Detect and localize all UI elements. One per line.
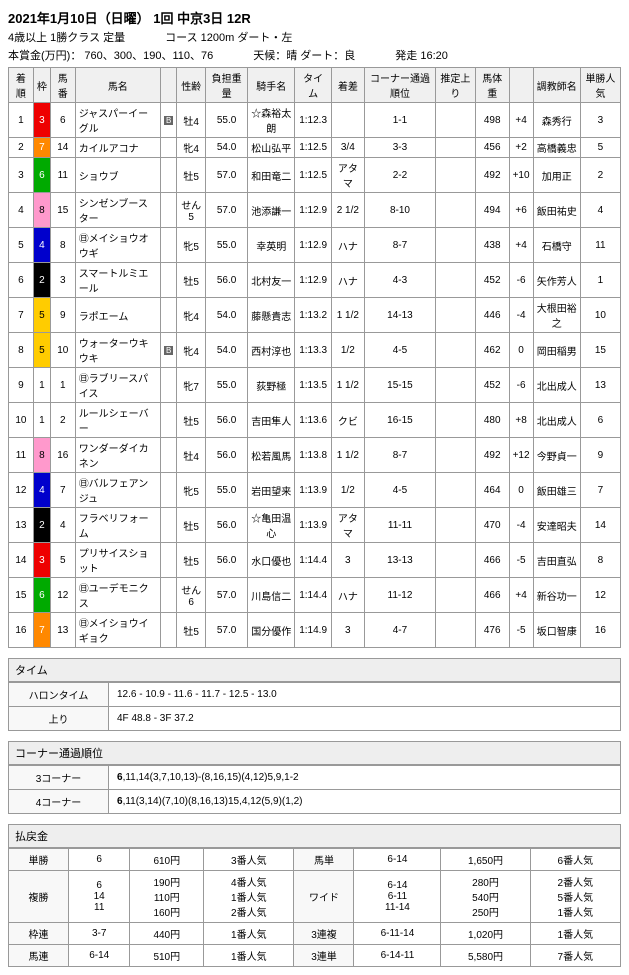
col-header: 着差 bbox=[331, 68, 364, 103]
table-row: 3611ショウブ牡557.0和田竜二1:12.5アタマ2-2492+10加用正2 bbox=[9, 158, 621, 193]
table-row: 15612㊐ユーデモニクスせん657.0川島信二1:14.4ハナ11-12466… bbox=[9, 578, 621, 613]
time-section-title: タイム bbox=[8, 658, 621, 682]
course-info: コース 1200m ダート・左 bbox=[165, 29, 292, 45]
horse-name: シンゼンブースター bbox=[75, 193, 160, 228]
horse-name: ジャスパーイーグル bbox=[75, 103, 160, 138]
payout-table: 単勝6610円3番人気馬単6-141,650円6番人気複勝6 14 11190円… bbox=[8, 848, 621, 967]
col-header bbox=[160, 68, 176, 103]
horse-name: フラベリフォーム bbox=[75, 508, 160, 543]
col-header: 馬番 bbox=[50, 68, 75, 103]
corner4-value: 6,11(3,14)(7,10)(8,16,13)15,4,12(5,9)(1,… bbox=[109, 790, 621, 814]
horse-name: ㊐バルフェアンジュ bbox=[75, 473, 160, 508]
table-row: 16713㊐メイショウイギョク牡557.0国分優作1:14.934-7476-5… bbox=[9, 613, 621, 648]
agari-label: 上り bbox=[9, 707, 109, 731]
table-row: 8510ウォーターウキウキB牝454.0西村淳也1:13.31/24-54620… bbox=[9, 333, 621, 368]
table-row: 911㊐ラブリースパイス牝755.0荻野極1:13.51 1/215-15452… bbox=[9, 368, 621, 403]
horse-name: ㊐メイショウオウギ bbox=[75, 228, 160, 263]
horse-name: ㊐ユーデモニクス bbox=[75, 578, 160, 613]
horse-name: ㊐ラブリースパイス bbox=[75, 368, 160, 403]
time-table: ハロンタイム12.6 - 10.9 - 11.6 - 11.7 - 12.5 -… bbox=[8, 682, 621, 731]
payout-section-title: 払戻金 bbox=[8, 824, 621, 848]
col-header: 性齢 bbox=[177, 68, 206, 103]
horse-name: スマートルミエール bbox=[75, 263, 160, 298]
horse-name: ウォーターウキウキ bbox=[75, 333, 160, 368]
weather-info: 天候：晴 ダート：良 bbox=[253, 47, 355, 63]
agari-value: 4F 48.8 - 3F 37.2 bbox=[109, 707, 621, 731]
col-header: 騎手名 bbox=[248, 68, 295, 103]
table-row: 1012ルールシェーバー牡556.0吉田隼人1:13.6クビ16-15480+8… bbox=[9, 403, 621, 438]
table-row: 1247㊐バルフェアンジュ牝555.0岩田望来1:13.91/24-54640飯… bbox=[9, 473, 621, 508]
col-header: 負担重量 bbox=[206, 68, 248, 103]
table-row: 1435プリサイスショット牡556.0水口優也1:14.4313-13466-5… bbox=[9, 543, 621, 578]
horse-name: カイルアコナ bbox=[75, 138, 160, 158]
horse-name: ショウブ bbox=[75, 158, 160, 193]
table-row: 623スマートルミエール牡556.0北村友一1:12.9ハナ4-3452-6矢作… bbox=[9, 263, 621, 298]
col-header: 馬体重 bbox=[475, 68, 509, 103]
payout-row: 馬連6-14510円1番人気3連単6-14-115,580円7番人気 bbox=[9, 945, 621, 967]
class-info: 4歳以上 1勝クラス 定量 bbox=[8, 29, 125, 45]
table-row: 548㊐メイショウオウギ牝555.0幸英明1:12.9ハナ8-7438+4石橋守… bbox=[9, 228, 621, 263]
horse-name: ワンダーダイカネン bbox=[75, 438, 160, 473]
date-title: 2021年1月10日（日曜） 1回 中京3日 12R bbox=[8, 8, 621, 27]
corner-section-title: コーナー通過順位 bbox=[8, 741, 621, 765]
table-row: 759ラポエーム牝454.0藤懸貴志1:13.21 1/214-13446-4大… bbox=[9, 298, 621, 333]
col-header: 単勝人気 bbox=[580, 68, 620, 103]
payout-row: 枠連3-7440円1番人気3連複6-11-141,020円1番人気 bbox=[9, 923, 621, 945]
horse-name: ルールシェーバー bbox=[75, 403, 160, 438]
col-header: 枠 bbox=[33, 68, 50, 103]
payout-row: 単勝6610円3番人気馬単6-141,650円6番人気 bbox=[9, 849, 621, 871]
col-header: 調教師名 bbox=[533, 68, 580, 103]
halon-value: 12.6 - 10.9 - 11.6 - 11.7 - 12.5 - 13.0 bbox=[109, 683, 621, 707]
col-header bbox=[509, 68, 533, 103]
col-header: コーナー通過順位 bbox=[364, 68, 435, 103]
col-header: 着順 bbox=[9, 68, 34, 103]
corner-table: 3コーナー6,11,14(3,7,10,13)-(8,16,15)(4,12)5… bbox=[8, 765, 621, 814]
corner4-label: 4コーナー bbox=[9, 790, 109, 814]
table-row: 11816ワンダーダイカネン牡456.0松若風馬1:13.81 1/28-749… bbox=[9, 438, 621, 473]
header: 2021年1月10日（日曜） 1回 中京3日 12R 4歳以上 1勝クラス 定量… bbox=[8, 8, 621, 63]
col-header: 馬名 bbox=[75, 68, 160, 103]
halon-label: ハロンタイム bbox=[9, 683, 109, 707]
start-time: 発走 16:20 bbox=[395, 47, 448, 63]
col-header: 推定上り bbox=[436, 68, 476, 103]
col-header: タイム bbox=[295, 68, 331, 103]
table-row: 2714カイルアコナ牝454.0松山弘平1:12.53/43-3456+2高橋義… bbox=[9, 138, 621, 158]
horse-name: ㊐メイショウイギョク bbox=[75, 613, 160, 648]
table-row: 4815シンゼンブースターせん557.0池添謙一1:12.92 1/28-104… bbox=[9, 193, 621, 228]
payout-row: 複勝6 14 11190円 110円 160円4番人気 1番人気 2番人気ワイド… bbox=[9, 871, 621, 923]
corner3-value: 6,11,14(3,7,10,13)-(8,16,15)(4,12)5,9,1-… bbox=[109, 766, 621, 790]
horse-name: ラポエーム bbox=[75, 298, 160, 333]
corner3-label: 3コーナー bbox=[9, 766, 109, 790]
result-table: 着順枠馬番馬名性齢負担重量騎手名タイム着差コーナー通過順位推定上り馬体重調教師名… bbox=[8, 67, 621, 648]
horse-name: プリサイスショット bbox=[75, 543, 160, 578]
table-row: 136ジャスパーイーグルB牡455.0☆森裕太朗1:12.31-1498+4森秀… bbox=[9, 103, 621, 138]
table-row: 1324フラベリフォーム牡556.0☆亀田温心1:13.9アタマ11-11470… bbox=[9, 508, 621, 543]
prize-info: 本賞金(万円)： 760、300、190、110、76 bbox=[8, 47, 213, 63]
